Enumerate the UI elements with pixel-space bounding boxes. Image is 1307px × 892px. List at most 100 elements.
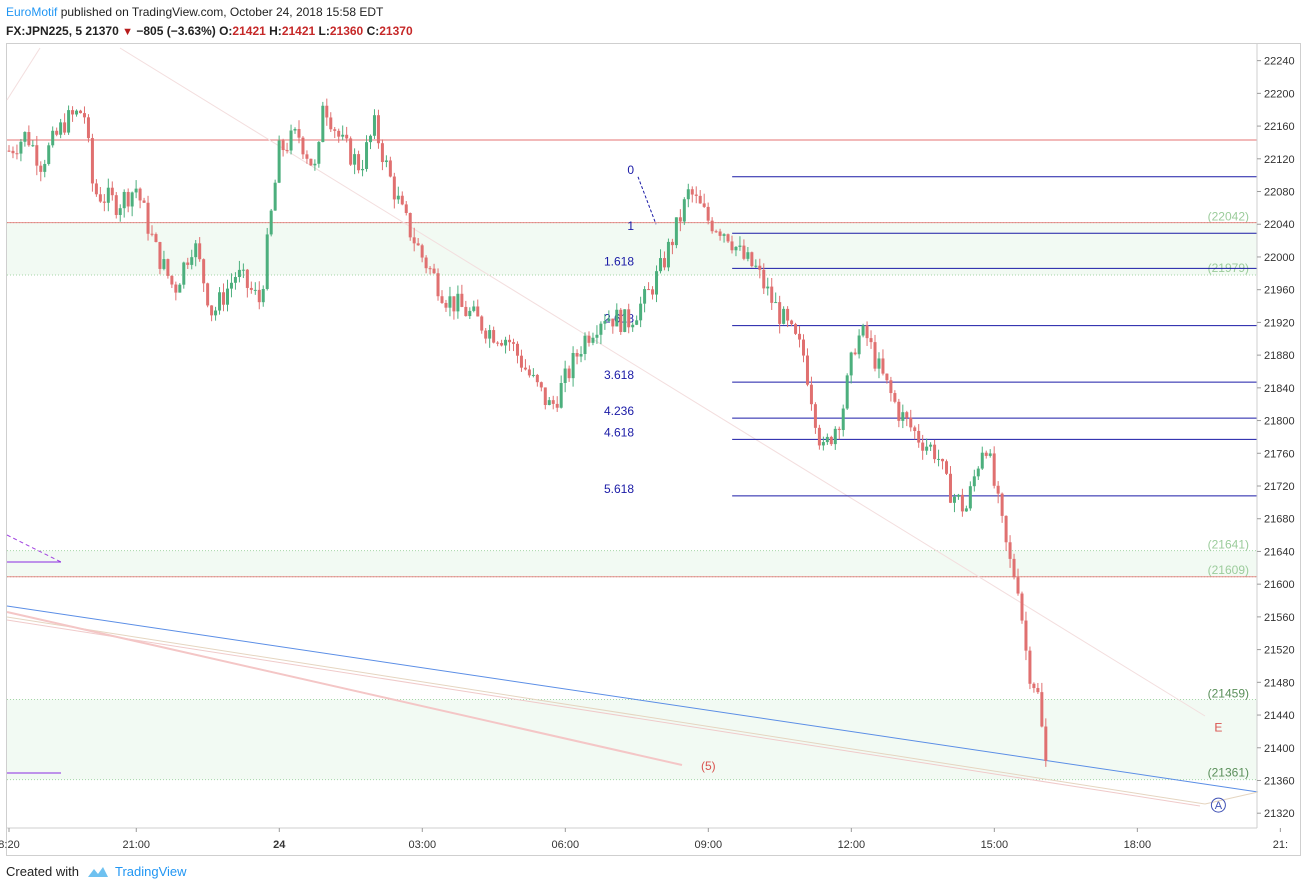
- symbol-label: FX:JPN225, 5: [6, 24, 83, 38]
- candle-body: [730, 241, 734, 251]
- candle-body: [400, 195, 404, 205]
- candle-body: [547, 400, 551, 406]
- author-link[interactable]: EuroMotif: [6, 5, 58, 19]
- price-tick-label: 21400: [1264, 743, 1295, 755]
- candle-body: [460, 293, 464, 307]
- support-zone: [7, 550, 1257, 577]
- candle-body: [563, 368, 567, 384]
- candle-body: [43, 163, 47, 172]
- candle-body: [47, 145, 51, 164]
- candle-body: [813, 404, 817, 428]
- candle-body: [651, 289, 655, 295]
- candle-body: [408, 213, 412, 238]
- footer: Created with TradingView: [6, 864, 187, 879]
- candle-body: [678, 217, 682, 222]
- price-tick-label: 21680: [1264, 514, 1295, 526]
- candle-body: [237, 269, 241, 278]
- low-label: L:: [318, 24, 330, 38]
- candle-body: [952, 496, 956, 503]
- candle-body: [508, 339, 512, 343]
- candle-body: [674, 217, 678, 246]
- candle-body: [484, 330, 488, 339]
- candle-body: [758, 265, 762, 270]
- candle-body: [778, 302, 782, 324]
- candle-body: [956, 494, 960, 497]
- support-zone: [7, 222, 1257, 275]
- candle-body: [690, 189, 694, 195]
- candle-body: [428, 268, 432, 270]
- candle-body: [106, 187, 110, 203]
- candle-body: [937, 458, 941, 460]
- candle-body: [71, 110, 75, 115]
- candle-body: [643, 289, 647, 304]
- candle-body: [59, 122, 63, 135]
- tradingview-brand-link[interactable]: TradingView: [114, 864, 187, 879]
- candle-body: [845, 375, 849, 409]
- tradingview-logo-icon: [87, 866, 108, 877]
- published-text: published on TradingView.com, October 24…: [60, 5, 384, 19]
- candle-body: [527, 369, 531, 376]
- candle-body: [225, 288, 229, 305]
- time-tick-label: 03:00: [409, 839, 437, 851]
- candle-body: [551, 400, 555, 404]
- candle-body: [456, 293, 460, 312]
- candle-body: [222, 292, 226, 305]
- candle-body: [114, 195, 118, 215]
- candle-body: [420, 245, 424, 258]
- trend-line-left: [6, 47, 41, 101]
- candle-body: [94, 183, 98, 195]
- candle-body: [706, 206, 710, 221]
- time-tick-label: 15:00: [981, 839, 1009, 851]
- candle-body: [118, 208, 122, 215]
- candle-body: [436, 273, 440, 297]
- candle-body: [607, 318, 611, 322]
- candle-body: [496, 342, 500, 344]
- candle-body: [158, 242, 162, 269]
- candle-body: [611, 318, 615, 327]
- wave-label: E: [1214, 720, 1222, 734]
- price-tick-label: 22040: [1264, 219, 1295, 231]
- chart-area[interactable]: [6, 43, 1301, 856]
- candle-body: [770, 286, 774, 303]
- candle-body: [1024, 620, 1028, 651]
- candle-body: [35, 145, 39, 166]
- fib-level-label: 5.618: [604, 482, 634, 496]
- candle-body: [281, 140, 285, 151]
- candle-body: [488, 330, 492, 339]
- candle-body: [595, 334, 599, 338]
- candle-body: [857, 335, 861, 355]
- candle-body: [190, 257, 194, 265]
- candle-body: [468, 310, 472, 317]
- candle-body: [376, 115, 380, 144]
- candle-body: [635, 320, 639, 325]
- fib-level-label: 0: [627, 163, 634, 177]
- candle-body: [897, 401, 901, 421]
- purple-dashed-line: [6, 534, 62, 563]
- candle-body: [15, 153, 19, 155]
- low-value: 21360: [329, 24, 364, 38]
- candle-body: [317, 142, 321, 164]
- candle-body: [194, 243, 198, 258]
- candle-body: [825, 436, 829, 443]
- candle-body: [849, 352, 853, 376]
- price-tick-label: 21560: [1264, 612, 1295, 624]
- candle-body: [134, 188, 138, 193]
- candle-body: [694, 194, 698, 196]
- candle-body: [448, 296, 452, 308]
- candle-body: [261, 288, 265, 303]
- candle-body: [130, 192, 134, 207]
- candle-body: [535, 374, 539, 383]
- candle-body: [921, 442, 925, 451]
- candle-body: [289, 130, 293, 151]
- candle-body: [893, 393, 897, 402]
- candle-body: [353, 154, 357, 165]
- candle-body: [865, 325, 869, 339]
- candle-body: [766, 286, 770, 289]
- fib-dashed-connector: [637, 176, 657, 225]
- candle-body: [361, 168, 365, 171]
- candle-body: [523, 367, 527, 370]
- price-tick-label: 21640: [1264, 546, 1295, 558]
- candle-body: [885, 373, 889, 381]
- candle-body: [305, 154, 309, 159]
